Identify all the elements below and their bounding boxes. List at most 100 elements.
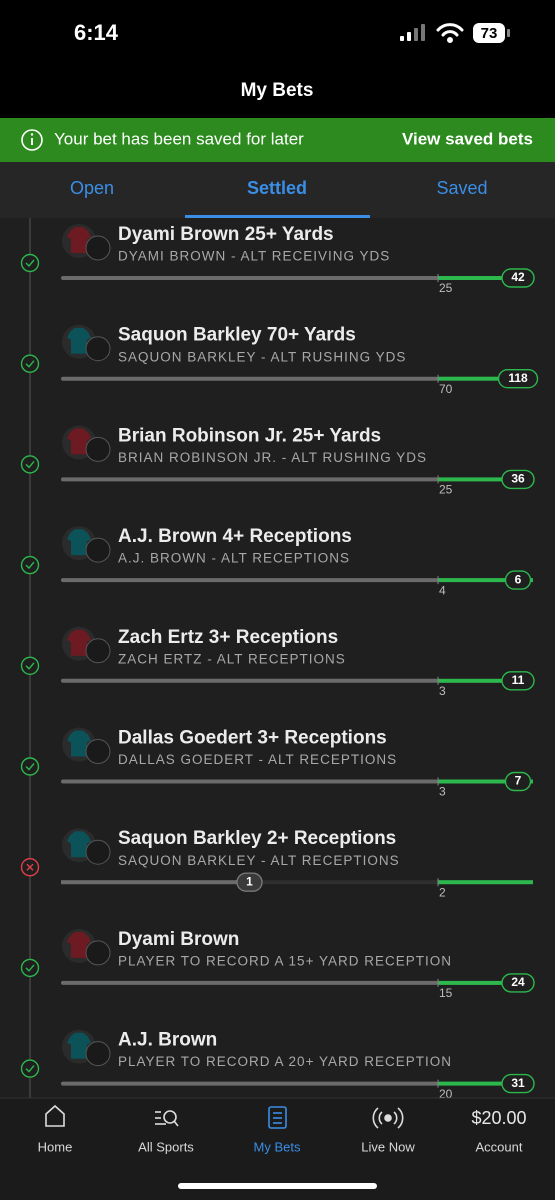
bet-result: 42 bbox=[511, 270, 525, 284]
status-icon bbox=[20, 757, 40, 776]
bet-result: 36 bbox=[511, 472, 525, 486]
banner-message: Your bet has been saved for later bbox=[54, 129, 304, 148]
bet-market: PLAYER TO RECORD A 15+ YARD RECEPTION bbox=[118, 953, 452, 968]
target-segment bbox=[438, 880, 533, 885]
bet-market: BRIAN ROBINSON JR. - ALT RUSHING YDS bbox=[118, 450, 427, 465]
home-icon bbox=[45, 1104, 65, 1127]
battery bbox=[473, 23, 505, 43]
team-logo bbox=[85, 336, 111, 362]
bet-market: A.J. BROWN - ALT RECEPTIONS bbox=[118, 551, 350, 566]
bet-market: ZACH ERTZ - ALT RECEPTIONS bbox=[118, 651, 346, 666]
status-check bbox=[25, 259, 35, 268]
bet-line: 15 bbox=[439, 986, 453, 1000]
info-icon bbox=[21, 129, 43, 151]
banner-action[interactable]: View saved bets bbox=[402, 129, 533, 148]
bet-title: A.J. Brown 4+ Receptions bbox=[118, 526, 352, 547]
team-logo bbox=[85, 537, 111, 563]
bet-card[interactable]: Dallas Goedert 3+ Receptions DALLAS GOEDE… bbox=[20, 727, 534, 799]
nav-label[interactable]: My Bets bbox=[254, 1139, 301, 1154]
team-logo bbox=[85, 1041, 111, 1067]
nav-label[interactable]: Home bbox=[38, 1139, 73, 1154]
tab-underline bbox=[185, 215, 370, 218]
status-icon bbox=[20, 555, 40, 575]
status-icon bbox=[20, 253, 40, 273]
bet-line: 3 bbox=[439, 785, 446, 799]
nav-label[interactable]: Live Now bbox=[361, 1139, 415, 1154]
clock: 6:14 bbox=[74, 20, 119, 45]
bet-market: SAQUON BARKLEY - ALT RECEPTIONS bbox=[118, 853, 400, 868]
bet-market: SAQUON BARKLEY - ALT RUSHING YDS bbox=[118, 349, 406, 364]
tab[interactable]: Settled bbox=[247, 178, 307, 198]
jersey bbox=[67, 227, 91, 253]
battery-tip bbox=[507, 29, 510, 37]
bet-title: Dallas Goedert 3+ Receptions bbox=[118, 728, 387, 749]
bet-card[interactable]: A.J. Brown 4+ Receptions A.J. BROWN - ALT… bbox=[20, 526, 534, 597]
bet-line: 3 bbox=[439, 684, 446, 698]
result-pill bbox=[236, 872, 263, 892]
status-icon bbox=[20, 958, 40, 978]
jersey bbox=[67, 730, 91, 757]
bet-line: 70 bbox=[439, 382, 453, 396]
status-check bbox=[25, 662, 35, 670]
bet-title: Dyami Brown 25+ Yards bbox=[118, 224, 334, 245]
team-logo bbox=[85, 839, 111, 865]
bet-title: Saquon Barkley 70+ Yards bbox=[118, 325, 356, 346]
sports-icon bbox=[155, 1110, 179, 1127]
progress-fill bbox=[61, 880, 250, 885]
status-check bbox=[25, 1065, 35, 1073]
progress-track bbox=[61, 477, 438, 482]
bet-result: 6 bbox=[515, 572, 522, 586]
nav-label[interactable]: All Sports bbox=[138, 1139, 194, 1154]
status-check bbox=[25, 360, 35, 368]
info-icon-dot bbox=[30, 133, 34, 136]
progress-track bbox=[61, 1081, 438, 1086]
jersey bbox=[67, 931, 91, 958]
bets-icon bbox=[268, 1106, 287, 1129]
team-logo bbox=[85, 739, 111, 764]
bet-title: Zach Ertz 3+ Receptions bbox=[118, 627, 338, 648]
bet-line: 20 bbox=[439, 1087, 453, 1101]
bet-card[interactable]: Zach Ertz 3+ Receptions ZACH ERTZ - ALT R… bbox=[20, 626, 535, 698]
bet-line: 25 bbox=[439, 281, 453, 295]
result-pill bbox=[501, 671, 535, 691]
progress-track bbox=[61, 276, 438, 280]
status-check bbox=[25, 763, 35, 771]
jersey bbox=[67, 629, 91, 656]
tab[interactable]: Saved bbox=[436, 178, 487, 198]
live-icon bbox=[372, 1107, 404, 1129]
result-pill bbox=[501, 1073, 535, 1094]
bet-card[interactable]: Dyami Brown 25+ Yards DYAMI BROWN - ALT R… bbox=[20, 224, 535, 295]
tab[interactable]: Open bbox=[70, 178, 114, 198]
bet-market: DALLAS GOEDERT - ALT RECEPTIONS bbox=[118, 752, 397, 767]
result-pill bbox=[497, 369, 539, 389]
banner bbox=[0, 118, 555, 162]
bet-card[interactable]: Saquon Barkley 70+ Yards SAQUON BARKLEY -… bbox=[20, 324, 539, 396]
result-pill bbox=[501, 268, 535, 288]
team-logo bbox=[85, 436, 111, 462]
status-icon bbox=[20, 354, 40, 373]
bet-card[interactable]: Dyami Brown PLAYER TO RECORD A 15+ YARD R… bbox=[20, 928, 535, 1000]
team-logo bbox=[85, 940, 111, 966]
bet-result: 1 bbox=[246, 874, 253, 888]
progress-track bbox=[61, 376, 438, 381]
target-segment bbox=[438, 276, 533, 280]
bet-card[interactable]: Brian Robinson Jr. 25+ Yards BRIAN ROBINS… bbox=[20, 425, 535, 497]
progress-track bbox=[61, 980, 438, 985]
jersey bbox=[67, 529, 91, 556]
page-title: My Bets bbox=[241, 80, 314, 101]
tab-bar bbox=[0, 162, 555, 218]
bet-result: 24 bbox=[511, 975, 525, 989]
target-segment bbox=[438, 678, 533, 683]
jersey bbox=[67, 327, 91, 354]
bet-card[interactable]: Saquon Barkley 2+ Receptions SAQUON BARKL… bbox=[20, 828, 534, 899]
bet-title: Dyami Brown bbox=[118, 929, 239, 950]
bet-card[interactable]: A.J. Brown PLAYER TO RECORD A 20+ YARD RE… bbox=[20, 1029, 535, 1101]
nav-label[interactable]: Account bbox=[476, 1139, 523, 1154]
top-bar bbox=[0, 0, 555, 118]
status-check bbox=[25, 964, 35, 972]
nav-amount[interactable]: $20.00 bbox=[471, 1108, 526, 1128]
target-segment bbox=[438, 779, 533, 784]
status-check bbox=[25, 561, 35, 570]
bet-result: 11 bbox=[512, 673, 525, 687]
